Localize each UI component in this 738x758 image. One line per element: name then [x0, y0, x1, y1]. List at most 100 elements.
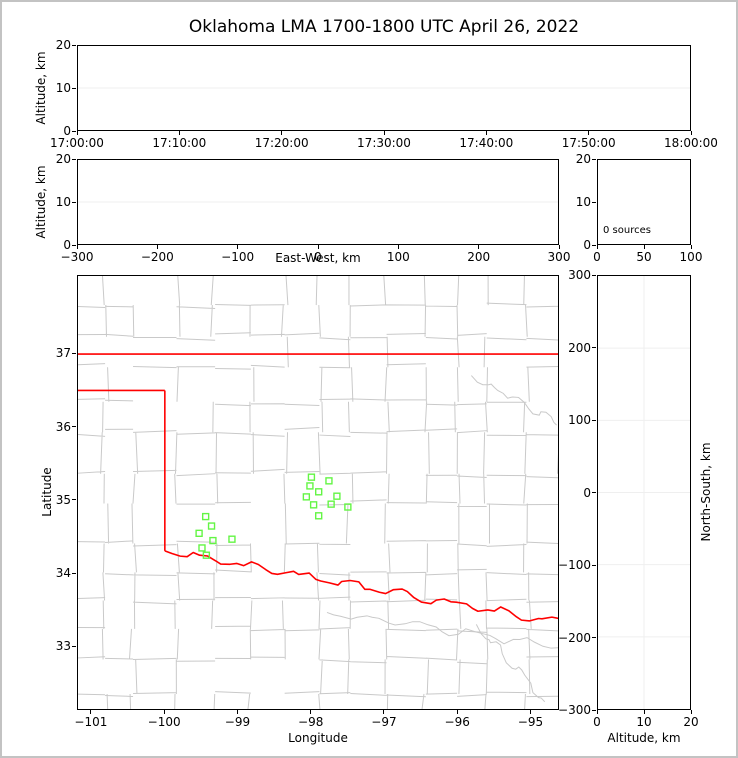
tick-mark	[592, 347, 596, 348]
tick-label: 0	[583, 238, 591, 252]
tick-mark	[643, 245, 645, 249]
tick-label: −97	[371, 715, 397, 729]
axis-label-latitude: Latitude	[40, 467, 54, 517]
station-marker	[195, 529, 203, 537]
station-marker	[307, 473, 316, 481]
tick-label: 300	[568, 268, 591, 282]
tick-mark	[558, 245, 560, 249]
tick-mark	[592, 637, 596, 638]
tick-mark	[596, 245, 598, 249]
county-boundaries	[78, 276, 558, 709]
tick-mark	[529, 710, 531, 714]
tick-label: 20	[55, 152, 71, 166]
tick-label: 0	[63, 124, 71, 138]
tick-mark	[72, 44, 76, 46]
tick-label: 200	[568, 340, 591, 355]
state-border-line	[78, 353, 558, 622]
tick-label: −300	[558, 703, 591, 717]
tick-mark	[72, 426, 76, 428]
station-marker	[315, 512, 323, 520]
tick-mark	[690, 710, 692, 714]
tick-label: 0	[593, 250, 601, 264]
tick-mark	[317, 245, 319, 249]
tick-label: 33	[55, 639, 71, 654]
tick-label: 0	[314, 250, 322, 264]
tick-label: 10	[55, 195, 71, 209]
tick-label: 17:20:00	[254, 136, 309, 150]
tick-mark	[72, 499, 76, 501]
tick-label: 17:40:00	[459, 136, 514, 150]
tick-mark	[310, 710, 312, 714]
tick-mark	[76, 131, 78, 135]
axis-label-north-south: North-South, km	[699, 442, 713, 542]
tick-label: 0	[593, 715, 601, 729]
tick-label: −300	[60, 250, 94, 264]
tick-mark	[72, 87, 76, 89]
time-height-panel-canvas	[78, 87, 690, 89]
station-marker	[228, 535, 236, 543]
tick-mark	[643, 710, 645, 714]
panel-time-height	[77, 45, 691, 131]
station-marker	[315, 488, 323, 496]
tick-label: −99	[224, 715, 251, 729]
tick-mark	[383, 710, 385, 714]
tick-mark	[76, 245, 78, 249]
tick-mark	[156, 245, 158, 249]
tick-mark	[592, 274, 596, 276]
tick-label: −98	[298, 715, 324, 729]
tick-label: 17:50:00	[561, 136, 616, 150]
tick-label: 35	[55, 492, 71, 507]
tick-mark	[72, 158, 76, 160]
tick-mark	[178, 131, 180, 135]
tick-label: 100	[568, 413, 591, 427]
station-marker	[302, 493, 311, 501]
axis-label-altitude-right: Altitude, km	[607, 731, 681, 745]
tick-mark	[163, 710, 165, 714]
tick-mark	[72, 201, 76, 203]
tick-mark	[485, 131, 487, 135]
east-west-height-panel-canvas	[78, 201, 558, 203]
tick-mark	[397, 245, 399, 249]
panel-north-south-height	[597, 275, 691, 710]
tick-label: 20	[683, 715, 699, 729]
station-marker	[344, 503, 352, 511]
tick-label: 34	[55, 566, 71, 581]
station-marker	[207, 522, 216, 530]
tick-label: 100	[386, 250, 410, 264]
north-south-height-panel-canvas	[598, 276, 690, 709]
tick-mark	[690, 245, 692, 249]
tick-mark	[478, 245, 480, 249]
station-marker	[209, 536, 217, 545]
tick-label: 17:00:00	[50, 136, 104, 150]
tick-label: 300	[547, 250, 571, 264]
tick-mark	[588, 131, 590, 135]
station-marker	[325, 477, 333, 485]
tick-label: −200	[558, 630, 591, 645]
tick-mark	[72, 572, 76, 574]
tick-label: 20	[575, 152, 591, 166]
station-marker	[198, 544, 206, 552]
tick-label: −101	[74, 715, 108, 729]
tick-label: 50	[636, 250, 652, 264]
tick-label: 0	[583, 485, 591, 500]
station-marker	[201, 512, 210, 521]
tick-mark	[456, 710, 458, 714]
tick-mark	[592, 244, 596, 246]
tick-mark	[592, 492, 596, 493]
tick-label: 0	[63, 238, 71, 252]
tick-mark	[592, 158, 596, 160]
tick-label: 37	[55, 346, 71, 361]
panel-source-count	[597, 159, 691, 245]
panel-east-west-height	[77, 159, 559, 245]
tick-mark	[281, 131, 283, 135]
river-lines	[326, 375, 558, 703]
tick-label: 200	[467, 250, 491, 264]
tick-mark	[592, 564, 596, 566]
tick-label: 10	[575, 195, 591, 209]
tick-label: 10	[55, 81, 71, 95]
tick-label: −100	[558, 558, 591, 572]
tick-label: 36	[55, 419, 71, 434]
station-marker	[333, 492, 341, 500]
tick-mark	[383, 131, 385, 135]
